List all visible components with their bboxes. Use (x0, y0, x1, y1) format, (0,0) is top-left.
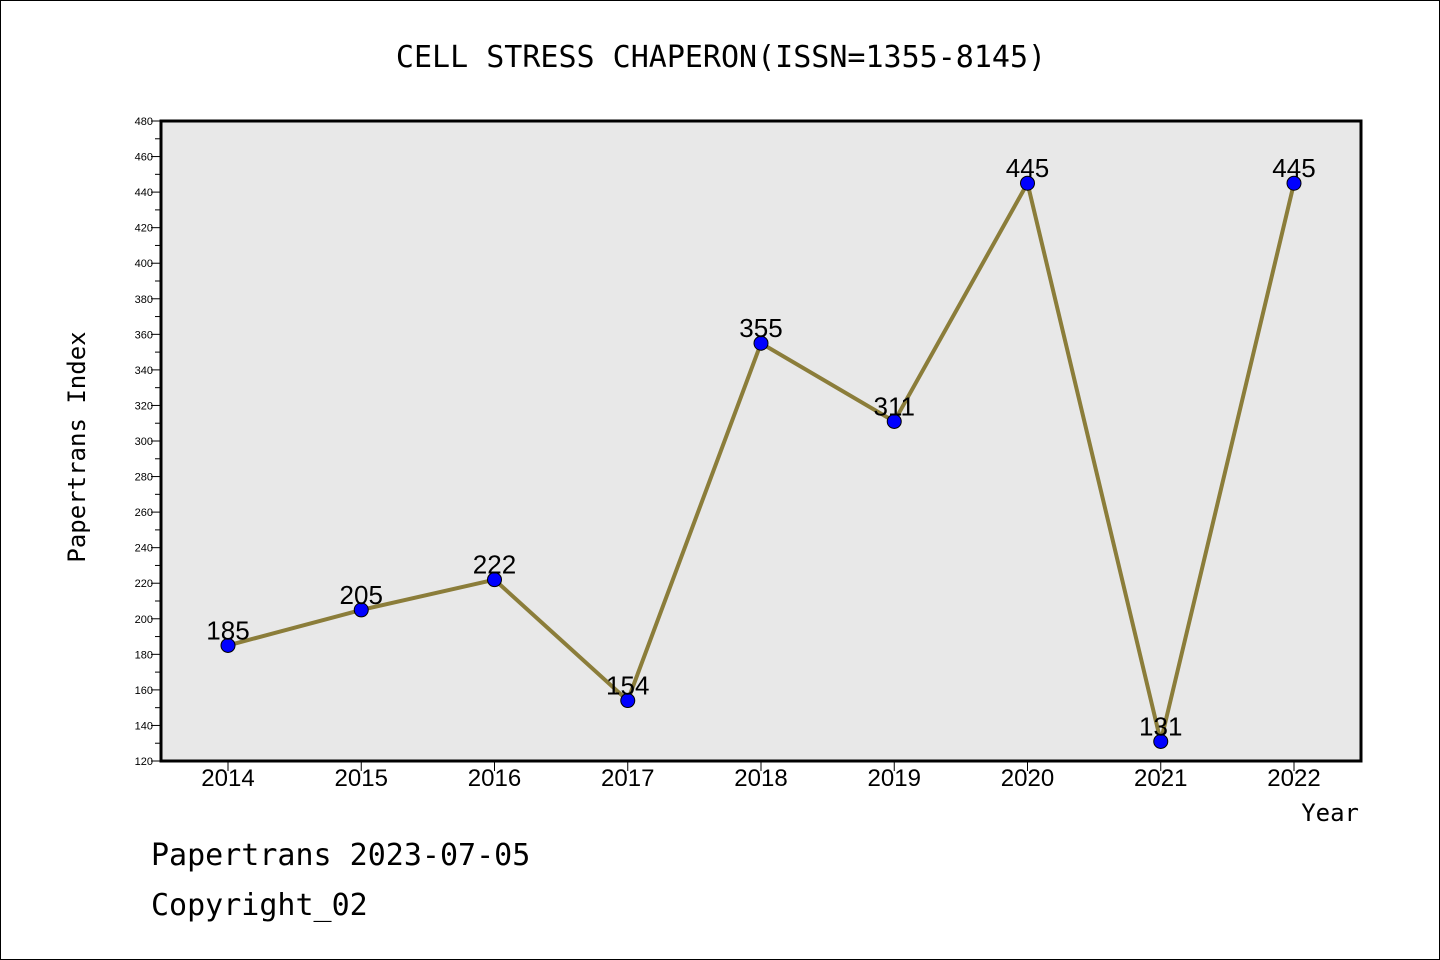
data-label: 311 (874, 391, 915, 421)
y-axis: 120 140 160 180 200 220 240 260 280 300 320 340 360 3… (135, 116, 161, 768)
data-point (220, 637, 236, 653)
y-tick-label: 260 (135, 507, 153, 519)
data-point (1286, 175, 1302, 191)
y-tick-label: 180 (135, 649, 153, 661)
y-tick-label: 120 (135, 756, 153, 768)
y-tick-label: 480 (135, 116, 153, 128)
y-tick-label: 160 (135, 685, 153, 697)
x-tick-label: 2014 (201, 765, 254, 792)
y-axis-title: Papertrans Index (63, 331, 91, 562)
y-tick-label: 240 (135, 543, 153, 555)
y-tick-label: 280 (135, 472, 153, 484)
data-point (753, 335, 769, 351)
y-tick-label: 340 (135, 365, 153, 377)
x-tick-label: 2022 (1267, 765, 1320, 792)
y-tick-label: 400 (135, 258, 153, 270)
footer-date: Papertrans 2023-07-05 (151, 838, 530, 873)
data-point (353, 602, 369, 618)
data-label: 185 (206, 615, 249, 645)
y-tick-label: 360 (135, 329, 153, 341)
y-tick-label: 380 (135, 294, 153, 306)
data-label: 154 (606, 671, 649, 701)
x-tick-label: 2021 (1134, 765, 1187, 792)
y-tick-label: 300 (135, 436, 153, 448)
footer-copyright: Copyright_02 (151, 888, 368, 923)
chart-title: CELL STRESS CHAPERON(ISSN=1355-8145) (396, 40, 1046, 75)
x-tick-label: 2018 (734, 765, 787, 792)
data-markers (220, 175, 1302, 749)
data-labels: 185 205 222 154 355 311 445 131 445 (206, 153, 1315, 741)
data-point (487, 572, 502, 588)
x-tick-label: 2017 (601, 765, 654, 792)
data-label: 355 (739, 313, 782, 343)
data-label: 131 (1139, 711, 1182, 741)
y-tick-label: 200 (135, 614, 153, 626)
data-label: 445 (1272, 153, 1315, 183)
data-point (1153, 733, 1169, 749)
x-axis-title: Year (1301, 799, 1359, 827)
data-label: 205 (340, 580, 383, 610)
x-tick-label: 2020 (1001, 765, 1054, 792)
x-tick-label: 2019 (868, 765, 921, 792)
x-tick-label: 2015 (335, 765, 388, 792)
data-label: 222 (473, 550, 516, 580)
data-point (620, 693, 636, 709)
y-tick-label: 420 (135, 223, 153, 235)
plot-area (159, 119, 1363, 763)
y-tick-label: 440 (135, 187, 153, 199)
y-tick-label: 460 (135, 152, 153, 164)
data-label: 445 (1006, 153, 1049, 183)
x-tick-label: 2016 (468, 765, 521, 792)
data-point (1020, 175, 1035, 191)
y-tick-label: 220 (135, 578, 153, 590)
data-point (886, 413, 902, 429)
y-tick-label: 320 (135, 400, 153, 412)
y-tick-label: 140 (135, 720, 153, 732)
x-axis: 2014 2015 2016 2017 2018 2019 2020 2021 2022 (201, 761, 1321, 792)
